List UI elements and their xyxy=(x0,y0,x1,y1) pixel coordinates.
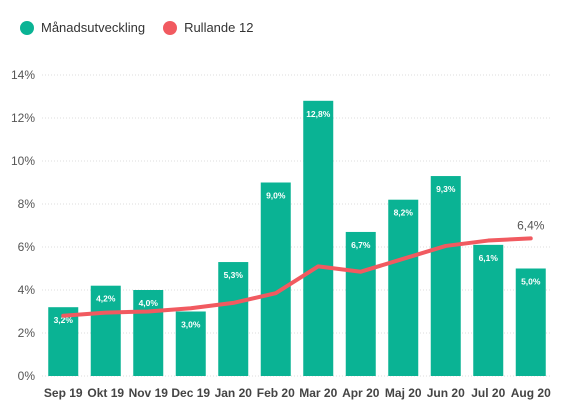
legend-marker-line xyxy=(163,20,178,35)
bar-data-label: 3,2% xyxy=(54,315,74,325)
x-tick-label: Jul 20 xyxy=(471,386,505,400)
legend-item-line[interactable]: Rullande 12 xyxy=(163,20,253,35)
bar xyxy=(515,268,546,376)
x-tick-label: Maj 20 xyxy=(385,386,422,400)
bar-data-label: 8,2% xyxy=(394,208,414,218)
x-tick-label: Mar 20 xyxy=(299,386,337,400)
chart-legend: Månadsutveckling Rullande 12 xyxy=(20,20,271,35)
line-rullande-12 xyxy=(61,236,533,318)
y-axis: 0% 2% 4% 6% 8% 10% 12% 14% xyxy=(11,68,35,383)
bar-data-label: 4,0% xyxy=(139,298,159,308)
bar-data-labels: 3,2% 4,2% 4,0% 3,0% 5,3% 9,0% 12,8% 6,7% 8,2% 9,3… xyxy=(54,109,541,330)
bar-series xyxy=(48,100,546,377)
legend-marker-bars xyxy=(20,20,34,35)
bar xyxy=(260,182,291,376)
bar-data-label: 9,3% xyxy=(436,184,456,194)
x-tick-label: Jun 20 xyxy=(427,386,465,400)
x-tick-label: Jan 20 xyxy=(215,386,253,400)
bar-data-label: 5,3% xyxy=(224,270,244,280)
legend-label-bars: Månadsutveckling xyxy=(41,20,146,35)
bar xyxy=(133,290,164,376)
bar-data-label: 6,1% xyxy=(479,253,499,263)
bar xyxy=(345,231,376,376)
bar xyxy=(90,285,121,376)
x-tick-label: Dec 19 xyxy=(171,386,210,400)
bar xyxy=(430,176,461,376)
bar-data-label: 5,0% xyxy=(521,277,541,287)
gridlines xyxy=(42,74,552,377)
legend-label-line: Rullande 12 xyxy=(184,20,254,35)
x-tick-label: Sep 19 xyxy=(44,386,83,400)
bar xyxy=(473,244,504,376)
bar-data-label: 9,0% xyxy=(266,191,286,201)
bar xyxy=(388,199,419,376)
y-tick-label: 10% xyxy=(11,154,35,168)
x-tick-label: Aug 20 xyxy=(511,386,551,400)
bar xyxy=(218,262,249,376)
y-tick-label: 6% xyxy=(18,240,36,254)
bar-data-label: 3,0% xyxy=(181,320,201,330)
x-tick-label: Okt 19 xyxy=(87,386,124,400)
bar-data-label: 4,2% xyxy=(96,294,116,304)
x-axis: Sep 19 Okt 19 Nov 19 Dec 19 Jan 20 Feb 20 Mar … xyxy=(44,386,551,400)
x-tick-label: Feb 20 xyxy=(257,386,295,400)
legend-item-bars[interactable]: Månadsutveckling xyxy=(20,20,145,35)
bar xyxy=(175,311,206,376)
x-tick-label: Apr 20 xyxy=(342,386,380,400)
y-tick-label: 12% xyxy=(11,111,35,125)
line-end-label: 6,4% xyxy=(517,218,545,232)
y-tick-label: 4% xyxy=(18,283,36,297)
line-series: 6,4% xyxy=(61,218,545,318)
y-tick-label: 0% xyxy=(18,369,36,383)
x-tick-label: Nov 19 xyxy=(129,386,169,400)
y-tick-label: 14% xyxy=(11,68,35,82)
bar-data-label: 12,8% xyxy=(306,109,331,119)
y-tick-label: 2% xyxy=(18,326,36,340)
bar-data-label: 6,7% xyxy=(351,240,371,250)
y-tick-label: 8% xyxy=(18,197,36,211)
bar xyxy=(48,307,79,376)
bar xyxy=(303,100,334,377)
